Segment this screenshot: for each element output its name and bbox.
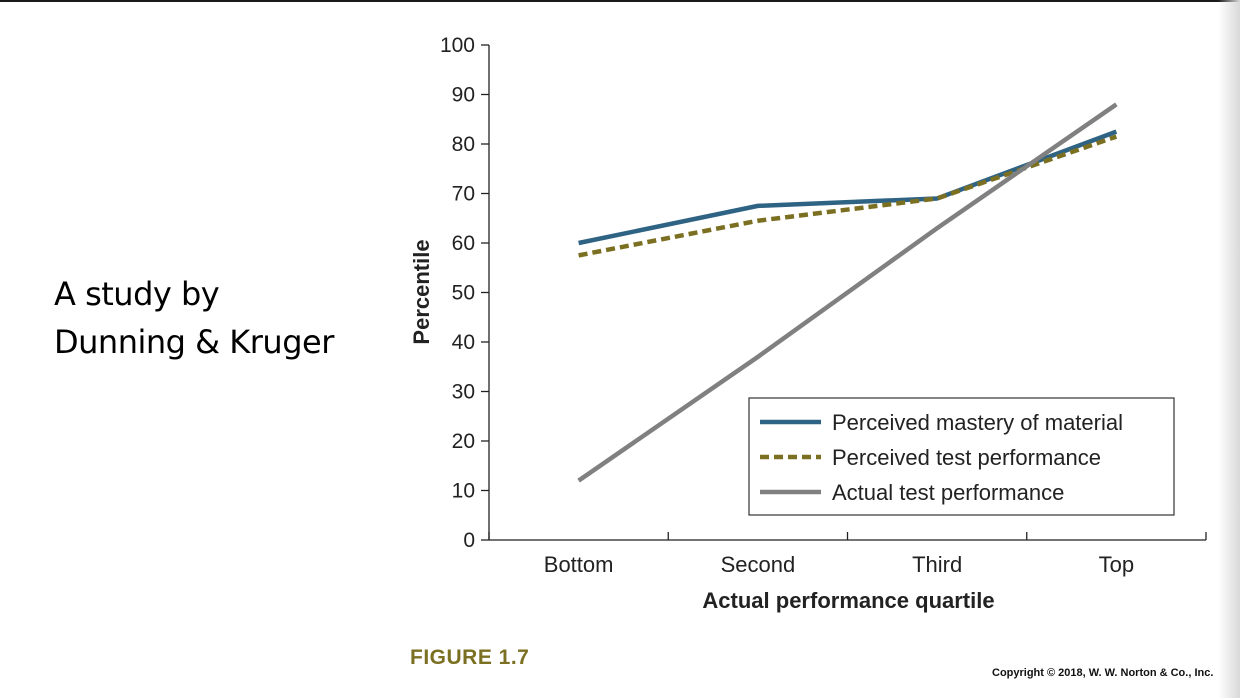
- y-tick-label: 30: [452, 381, 475, 404]
- slide-text-line-2: Dunning & Kruger: [54, 323, 334, 361]
- x-axis-title: Actual performance quartile: [702, 588, 994, 613]
- legend-label-3: Actual test performance: [832, 480, 1064, 505]
- y-tick-label: 20: [452, 430, 475, 453]
- y-tick-label: 100: [440, 34, 475, 57]
- y-tick-label: 10: [452, 480, 475, 503]
- slide-text-line-1: A study by: [54, 275, 220, 313]
- series-line-1: [578, 129, 1118, 246]
- y-tick-label: 40: [452, 331, 475, 354]
- x-tick-label: Third: [912, 552, 962, 577]
- top-border: [0, 0, 1240, 2]
- y-tick-label: 50: [452, 282, 475, 305]
- legend-label-2: Perceived test performance: [832, 445, 1101, 470]
- chart-legend: Perceived mastery of material Perceived t…: [748, 397, 1175, 516]
- x-tick-label: Top: [1099, 552, 1134, 577]
- x-tick-label: Second: [721, 552, 796, 577]
- figure-label: FIGURE 1.7: [410, 646, 530, 669]
- y-tick-label: 0: [463, 529, 475, 552]
- series-line-3: [577, 102, 1118, 483]
- chart-series: [577, 102, 1118, 483]
- y-axis-title: Percentile: [409, 239, 434, 344]
- copyright-notice: Copyright © 2018, W. W. Norton & Co., In…: [992, 667, 1214, 679]
- window-edge-shadow: [1218, 0, 1240, 698]
- legend-label-1: Perceived mastery of material: [832, 410, 1123, 435]
- y-tick-label: 90: [452, 84, 475, 107]
- y-tick-label: 60: [452, 232, 475, 255]
- series-line-2: [578, 134, 1118, 258]
- chart-axes: 0 10 20 30 40 50 60 70 80 90 100 Bottom Second Third T…: [409, 34, 1207, 613]
- slide-text: A study by Dunning & Kruger: [54, 270, 334, 366]
- y-tick-label: 80: [452, 133, 475, 156]
- y-tick-label: 70: [452, 183, 475, 206]
- x-tick-label: Bottom: [544, 552, 614, 577]
